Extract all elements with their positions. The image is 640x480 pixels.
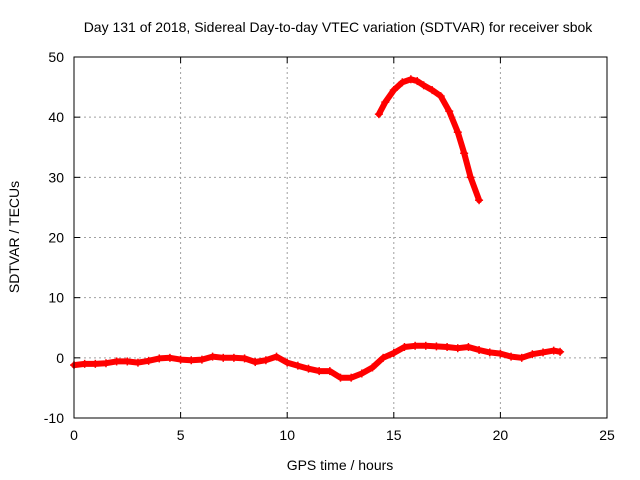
y-tick-label: 20 — [48, 230, 64, 246]
data-point — [208, 352, 217, 361]
data-point — [453, 344, 462, 353]
y-tick-label: -10 — [44, 410, 64, 426]
data-point — [464, 343, 473, 352]
data-point — [293, 361, 302, 370]
data-point — [445, 107, 454, 116]
data-point — [240, 354, 249, 363]
data-point — [283, 358, 292, 367]
data-point — [91, 359, 100, 368]
data-point — [475, 196, 484, 205]
data-point — [80, 359, 89, 368]
data-point — [475, 346, 484, 355]
data-point — [549, 346, 558, 355]
data-point — [325, 367, 334, 376]
data-point — [389, 349, 398, 358]
data-point — [374, 110, 383, 119]
data-point — [413, 77, 422, 86]
data-point — [229, 353, 238, 362]
y-axis-title: SDTVAR / TECUs — [6, 181, 22, 293]
data-point — [432, 342, 441, 351]
data-point — [443, 343, 452, 352]
data-point — [219, 353, 228, 362]
data-point — [123, 357, 132, 366]
data-point — [165, 353, 174, 362]
data-point — [428, 86, 437, 95]
data-point — [368, 363, 377, 372]
data-point — [406, 75, 415, 84]
series-layer — [70, 75, 565, 382]
data-point — [347, 373, 356, 382]
data-point — [272, 352, 281, 361]
x-axis-title: GPS time / hours — [287, 457, 394, 473]
data-point — [528, 350, 537, 359]
y-tick-label: 40 — [48, 109, 64, 125]
x-tick-label: 5 — [177, 427, 185, 443]
y-tick-label: 10 — [48, 290, 64, 306]
axis-ticks: 0 5 10 15 20 25 -10 0 10 20 30 40 50 — [44, 49, 615, 443]
data-point — [411, 341, 420, 350]
data-point — [197, 355, 206, 364]
data-point — [261, 356, 270, 365]
data-point — [133, 358, 142, 367]
data-point — [556, 347, 565, 356]
data-point — [466, 173, 475, 182]
chart-title: Day 131 of 2018, Sidereal Day-to-day VTE… — [84, 19, 594, 35]
x-tick-label: 10 — [279, 427, 295, 443]
data-point — [381, 98, 390, 107]
data-point — [101, 359, 110, 368]
series-line-2 — [375, 76, 483, 204]
data-point — [496, 349, 505, 358]
y-tick-label: 50 — [48, 49, 64, 65]
data-point — [453, 128, 462, 137]
data-point — [517, 353, 526, 362]
data-point — [539, 348, 548, 357]
data-point — [436, 92, 445, 101]
x-tick-label: 20 — [493, 427, 509, 443]
data-point — [112, 357, 121, 366]
data-point — [176, 355, 185, 364]
data-point — [421, 341, 430, 350]
data-point — [251, 358, 260, 367]
x-tick-label: 25 — [599, 427, 615, 443]
x-tick-label: 15 — [386, 427, 402, 443]
data-point — [315, 367, 324, 376]
data-point — [144, 356, 153, 365]
data-point — [187, 356, 196, 365]
data-point — [398, 78, 407, 87]
data-point — [419, 81, 428, 90]
grid — [74, 57, 607, 418]
y-tick-label: 30 — [48, 169, 64, 185]
data-point — [304, 364, 313, 373]
data-point — [155, 354, 164, 363]
data-point — [336, 373, 345, 382]
data-point — [357, 369, 366, 378]
data-point — [400, 343, 409, 352]
data-point — [460, 149, 469, 158]
data-point — [389, 86, 398, 95]
y-tick-label: 0 — [56, 350, 64, 366]
x-tick-label: 0 — [70, 427, 78, 443]
series-line-1 — [71, 342, 564, 381]
data-point — [379, 353, 388, 362]
data-point — [507, 352, 516, 361]
data-point — [485, 348, 494, 357]
